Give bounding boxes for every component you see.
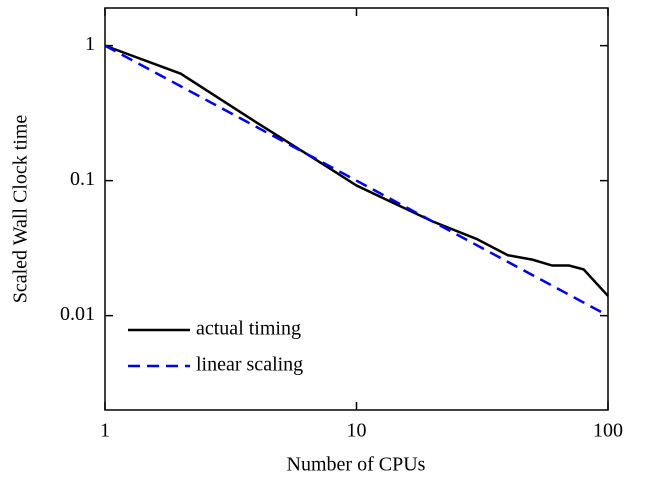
y-tick-label: 1 bbox=[85, 33, 95, 55]
x-tick-label: 10 bbox=[347, 420, 367, 442]
x-axis-label: Number of CPUs bbox=[287, 454, 426, 476]
legend-label: linear scaling bbox=[196, 354, 303, 376]
legend-label: actual timing bbox=[196, 318, 301, 340]
x-tick-label: 100 bbox=[593, 420, 623, 442]
line bbox=[104, 44, 609, 297]
y-axis-label: Scaled Wall Clock time bbox=[10, 115, 32, 304]
plot-frame bbox=[104, 7, 609, 411]
y-tick-label: 0.1 bbox=[70, 168, 95, 190]
x-tick-label: 1 bbox=[100, 420, 110, 442]
y-tick-label: 0.01 bbox=[60, 303, 95, 325]
line bbox=[104, 44, 609, 317]
